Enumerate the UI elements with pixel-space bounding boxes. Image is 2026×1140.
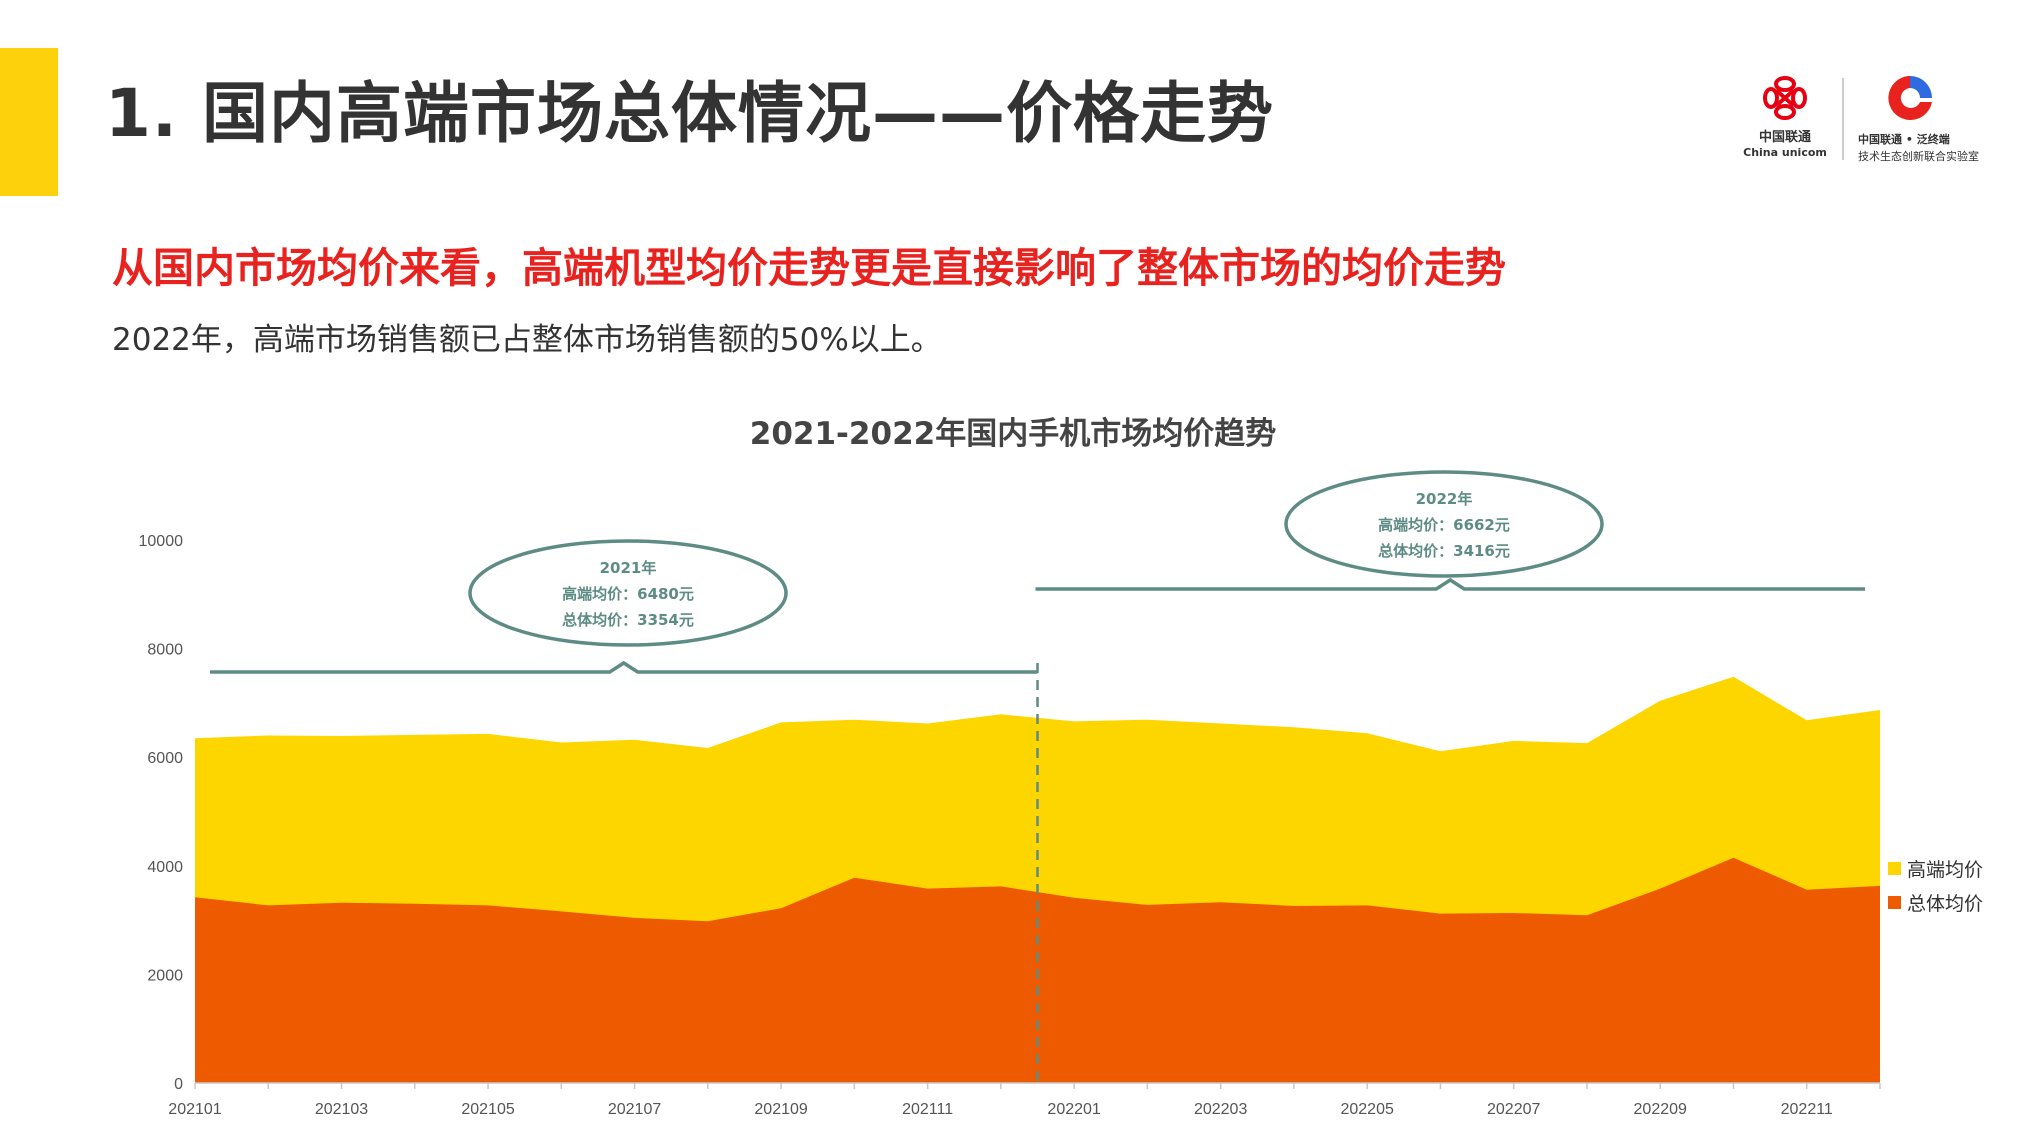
legend-item-overall: 总体均价 xyxy=(1888,885,1983,919)
x-tick-label: 202207 xyxy=(1487,1101,1540,1118)
callout-ellipse-2022 xyxy=(1284,470,1604,578)
y-tick-label: 10000 xyxy=(139,533,184,550)
callout-text-2021: 2021年 xyxy=(600,559,657,577)
bracket-2021 xyxy=(210,660,1038,674)
logo-divider xyxy=(1842,78,1844,160)
chart-legend: 高端均价 总体均价 xyxy=(1888,851,1983,919)
x-tick-label: 202111 xyxy=(902,1101,953,1118)
legend-swatch-overall xyxy=(1888,895,1901,909)
legend-label-overall: 总体均价 xyxy=(1907,892,1984,915)
legend-swatch-highend xyxy=(1888,861,1901,875)
lab-logo-icon xyxy=(1888,76,1932,120)
x-tick-label: 202203 xyxy=(1194,1101,1247,1118)
callout-text-2022: 2022年 xyxy=(1416,490,1473,508)
logo-block: 中国联通 China unicom 中国联通 • 泛终端 技术生态创新联合实验室 xyxy=(1740,70,1980,170)
bracket-2022 xyxy=(1035,577,1865,591)
chart-title: 2021-2022年国内手机市场均价趋势 xyxy=(749,416,1277,452)
legend-item-highend: 高端均价 xyxy=(1888,851,1983,885)
x-tick-label: 202105 xyxy=(461,1101,514,1118)
y-tick-label: 8000 xyxy=(147,642,183,659)
x-tick-label: 202101 xyxy=(168,1101,221,1118)
accent-bar xyxy=(0,48,58,196)
y-tick-label: 6000 xyxy=(147,750,183,767)
brand-name: 中国联通 China unicom xyxy=(1743,130,1827,159)
y-tick-label: 2000 xyxy=(147,967,183,984)
callout-text-2021: 总体均价：3354元 xyxy=(562,611,694,629)
legend-label-highend: 高端均价 xyxy=(1907,858,1984,881)
x-tick-label: 202211 xyxy=(1781,1101,1833,1118)
y-tick-label: 4000 xyxy=(147,859,183,876)
x-tick-label: 202205 xyxy=(1340,1101,1393,1118)
callout-text-2021: 高端均价：6480元 xyxy=(562,585,694,603)
description: 2022年，高端市场销售额已占整体市场销售额的50%以上。 xyxy=(112,322,942,358)
x-tick-label: 202109 xyxy=(754,1101,807,1118)
y-tick-label: 0 xyxy=(174,1076,183,1093)
x-tick-label: 202107 xyxy=(608,1101,661,1118)
subheading: 从国内市场均价来看，高端机型均价走势更是直接影响了整体市场的均价走势 xyxy=(112,244,1506,292)
x-tick-label: 202201 xyxy=(1047,1101,1100,1118)
slide-title: 1. 国内高端市场总体情况——价格走势 xyxy=(105,75,1274,152)
china-unicom-logo-icon xyxy=(1763,76,1807,120)
x-tick-label: 202209 xyxy=(1634,1101,1687,1118)
lab-name: 中国联通 • 泛终端 技术生态创新联合实验室 xyxy=(1858,133,1979,163)
callout-text-2022: 总体均价：3416元 xyxy=(1378,542,1510,560)
x-tick-label: 202103 xyxy=(315,1101,368,1118)
callout-ellipse-2021 xyxy=(468,539,788,647)
callout-text-2022: 高端均价：6662元 xyxy=(1378,516,1510,534)
